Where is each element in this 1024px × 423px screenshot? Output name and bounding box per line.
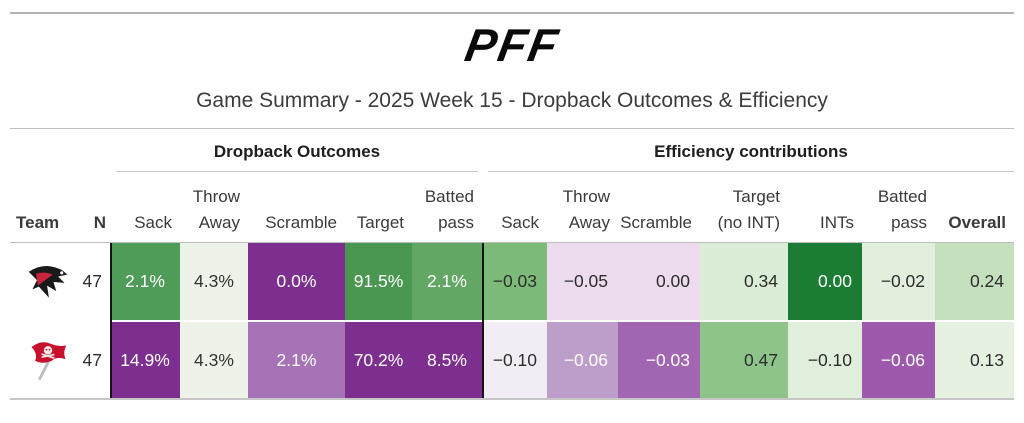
column-header-scramble: Scramble xyxy=(265,213,337,232)
n-value: 47 xyxy=(82,349,102,370)
column-header-eff-sack: Sack xyxy=(501,213,539,232)
column-header-overall: Overall xyxy=(948,213,1006,232)
group-header-efficiency-contributions: Efficiency contributions xyxy=(488,129,1014,172)
cell-overall: 0.24 xyxy=(935,243,1014,320)
team-logo-cell xyxy=(14,322,78,398)
cell-batted-pass-pct: 2.1% xyxy=(412,243,482,320)
bottom-divider xyxy=(10,398,1014,400)
cell-throw-away-pct: 4.3% xyxy=(180,322,248,398)
cell-eff-throw-away: −0.06 xyxy=(547,322,618,398)
pff-logo: PFF xyxy=(460,19,564,71)
column-header-eff-batted-pass: Batted pass xyxy=(877,187,927,232)
column-header-target: Target xyxy=(356,213,404,232)
cell-sack-pct: 14.9% xyxy=(110,322,180,398)
column-header-eff-scramble: Scramble xyxy=(620,213,692,232)
cell-eff-scramble: −0.03 xyxy=(618,322,700,398)
column-header-eff-throw-away: Throw Away xyxy=(562,187,610,232)
group-header-spacer xyxy=(14,129,110,172)
table-body: 47 2.1% 4.3% 0.0% 91.5% 2.1% −0.03 −0.05… xyxy=(0,243,1024,398)
cell-target-pct: 91.5% xyxy=(345,243,412,320)
title-divider xyxy=(10,128,1014,129)
column-header-eff-ints: INTs xyxy=(820,213,854,232)
column-header-sack: Sack xyxy=(134,213,172,232)
cell-eff-target-no-int: 0.34 xyxy=(700,243,788,320)
n-value: 47 xyxy=(82,271,102,291)
column-header-team: Team xyxy=(16,213,60,232)
column-header-eff-target-no-int: Target (no INT) xyxy=(717,187,780,232)
header-divider xyxy=(10,242,1014,243)
column-header-batted-pass: Batted pass xyxy=(424,187,474,232)
cell-eff-sack: −0.10 xyxy=(482,322,547,398)
cell-eff-scramble: 0.00 xyxy=(618,243,700,320)
cell-eff-sack: −0.03 xyxy=(482,243,547,320)
table-row-buccaneers: 47 14.9% 4.3% 2.1% 70.2% 8.5% −0.10 −0.0… xyxy=(0,322,1024,398)
column-header-throw-away: Throw Away xyxy=(192,187,240,232)
cell-eff-ints: −0.10 xyxy=(788,322,862,398)
cell-batted-pass-pct: 8.5% xyxy=(412,322,482,398)
table-group-header-row: Dropback Outcomes Efficiency contributio… xyxy=(0,129,1024,172)
cell-target-pct: 70.2% xyxy=(345,322,412,398)
cell-sack-pct: 2.1% xyxy=(110,243,180,320)
table-row-falcons: 47 2.1% 4.3% 0.0% 91.5% 2.1% −0.03 −0.05… xyxy=(0,243,1024,320)
top-divider xyxy=(10,12,1014,14)
cell-throw-away-pct: 4.3% xyxy=(180,243,248,320)
cell-scramble-pct: 2.1% xyxy=(248,322,345,398)
page-title: Game Summary - 2025 Week 15 - Dropback O… xyxy=(196,89,828,112)
cell-eff-throw-away: −0.05 xyxy=(547,243,618,320)
cell-eff-batted-pass: −0.02 xyxy=(862,243,935,320)
falcons-logo-icon xyxy=(28,265,68,298)
table-column-header-row: Team N Sack Throw Away Scramble Target B… xyxy=(0,172,1024,242)
group-divider-line-left xyxy=(110,243,112,398)
group-header-dropback-outcomes: Dropback Outcomes xyxy=(116,129,478,172)
cell-eff-ints: 0.00 xyxy=(788,243,862,320)
cell-overall: 0.13 xyxy=(935,322,1014,398)
group-divider-line-right xyxy=(482,243,484,398)
cell-eff-target-no-int: 0.47 xyxy=(700,322,788,398)
cell-eff-batted-pass: −0.06 xyxy=(862,322,935,398)
brand-header: PFF xyxy=(0,14,1024,76)
team-logo-cell xyxy=(14,243,78,320)
buccaneers-logo-icon xyxy=(31,342,67,381)
column-header-n: N xyxy=(93,213,106,232)
cell-scramble-pct: 0.0% xyxy=(248,243,345,320)
